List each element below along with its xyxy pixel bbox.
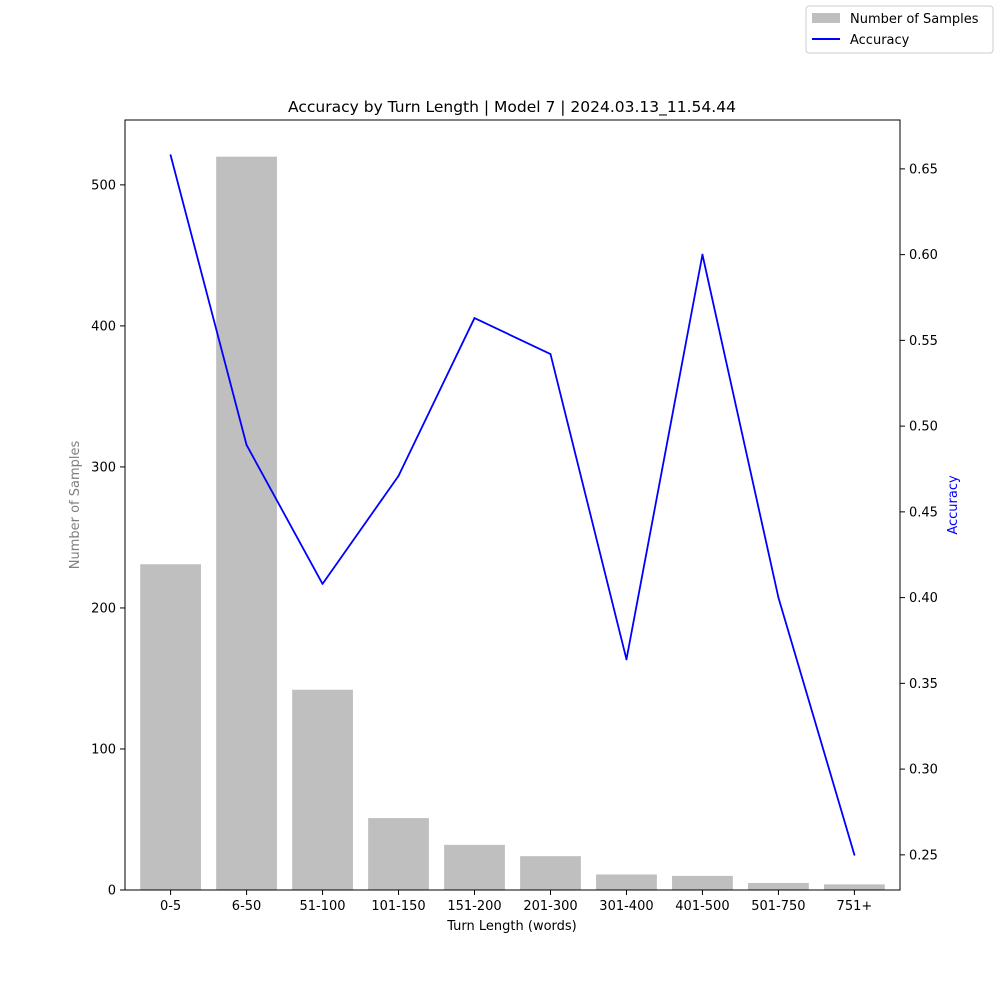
y-axis-right-label: Accuracy <box>946 475 961 535</box>
y-right-tick-label: 0.65 <box>909 162 938 177</box>
x-tick-label: 501-750 <box>751 899 805 914</box>
y-right-tick-label: 0.30 <box>909 763 938 778</box>
y-right-tick-label: 0.60 <box>909 248 938 263</box>
accuracy-point-0-5 <box>169 154 172 157</box>
x-axis-label: Turn Length (words) <box>446 919 577 934</box>
legend-label-number-of-samples: Number of Samples <box>850 12 979 27</box>
y-right-tick-label: 0.40 <box>909 591 938 606</box>
legend-swatch-number-of-samples <box>812 13 840 23</box>
accuracy-point-151-200 <box>473 317 476 319</box>
legend-frame <box>805 5 994 54</box>
bars-layer <box>140 156 885 890</box>
x-tick-label: 201-300 <box>523 899 577 914</box>
bar-0-5 <box>140 564 201 890</box>
accuracy-line-layer <box>169 154 856 856</box>
legend-label-accuracy: Accuracy <box>850 33 910 48</box>
y-left-tick-label: 500 <box>91 178 116 193</box>
x-tick-label: 151-200 <box>447 899 501 914</box>
bar-101-150 <box>368 818 429 890</box>
y-axis-right: 0.25 0.30 0.35 0.40 0.45 0.50 0.55 0.60 0.65 <box>900 162 938 863</box>
bar-6-50 <box>216 156 277 890</box>
y-right-tick-label: 0.55 <box>909 334 938 349</box>
accuracy-point-201-300 <box>549 353 552 355</box>
accuracy-series-line <box>169 154 856 856</box>
x-tick-label: 0-5 <box>160 899 181 914</box>
accuracy-point-6-50 <box>245 444 248 446</box>
bar-401-500 <box>672 875 733 890</box>
x-tick-label: 301-400 <box>599 899 653 914</box>
x-tick-label: 51-100 <box>300 899 346 914</box>
accuracy-point-301-400 <box>625 658 628 661</box>
bar-301-400 <box>596 874 657 890</box>
y-left-tick-label: 0 <box>108 884 116 899</box>
x-tick-label: 101-150 <box>371 899 425 914</box>
x-axis: 0-5 6-50 51-100 101-150 151-200 201-300 301-40… <box>160 890 872 914</box>
y-left-tick-label: 100 <box>91 742 116 757</box>
y-right-tick-label: 0.45 <box>909 505 938 520</box>
y-left-tick-label: 300 <box>91 460 116 475</box>
y-left-tick-label: 400 <box>91 319 116 334</box>
bar-501-750 <box>748 882 809 890</box>
plot-frame <box>124 119 901 891</box>
accuracy-point-401-500 <box>701 253 704 256</box>
x-tick-label: 751+ <box>837 899 873 914</box>
bar-151-200 <box>444 844 505 890</box>
y-right-tick-label: 0.25 <box>909 848 938 863</box>
bar-51-100 <box>292 689 353 890</box>
accuracy-point-101-150 <box>397 474 400 477</box>
chart-title: Accuracy by Turn Length | Model 7 | 2024… <box>288 98 736 117</box>
accuracy-point-501-750 <box>777 596 780 599</box>
legend: Number of Samples Accuracy <box>805 5 994 54</box>
x-tick-label: 6-50 <box>232 899 262 914</box>
accuracy-point-51-100 <box>321 582 324 585</box>
accuracy-point-751+ <box>853 853 856 856</box>
bar-201-300 <box>520 856 581 890</box>
y-right-tick-label: 0.35 <box>909 677 938 692</box>
y-right-tick-label: 0.50 <box>909 420 938 435</box>
bar-751+ <box>824 884 885 890</box>
y-left-tick-label: 200 <box>91 601 116 616</box>
y-axis-left-label: Number of Samples <box>68 441 83 570</box>
x-tick-label: 401-500 <box>675 899 729 914</box>
y-axis-left: 0 100 200 300 400 500 <box>91 178 125 899</box>
